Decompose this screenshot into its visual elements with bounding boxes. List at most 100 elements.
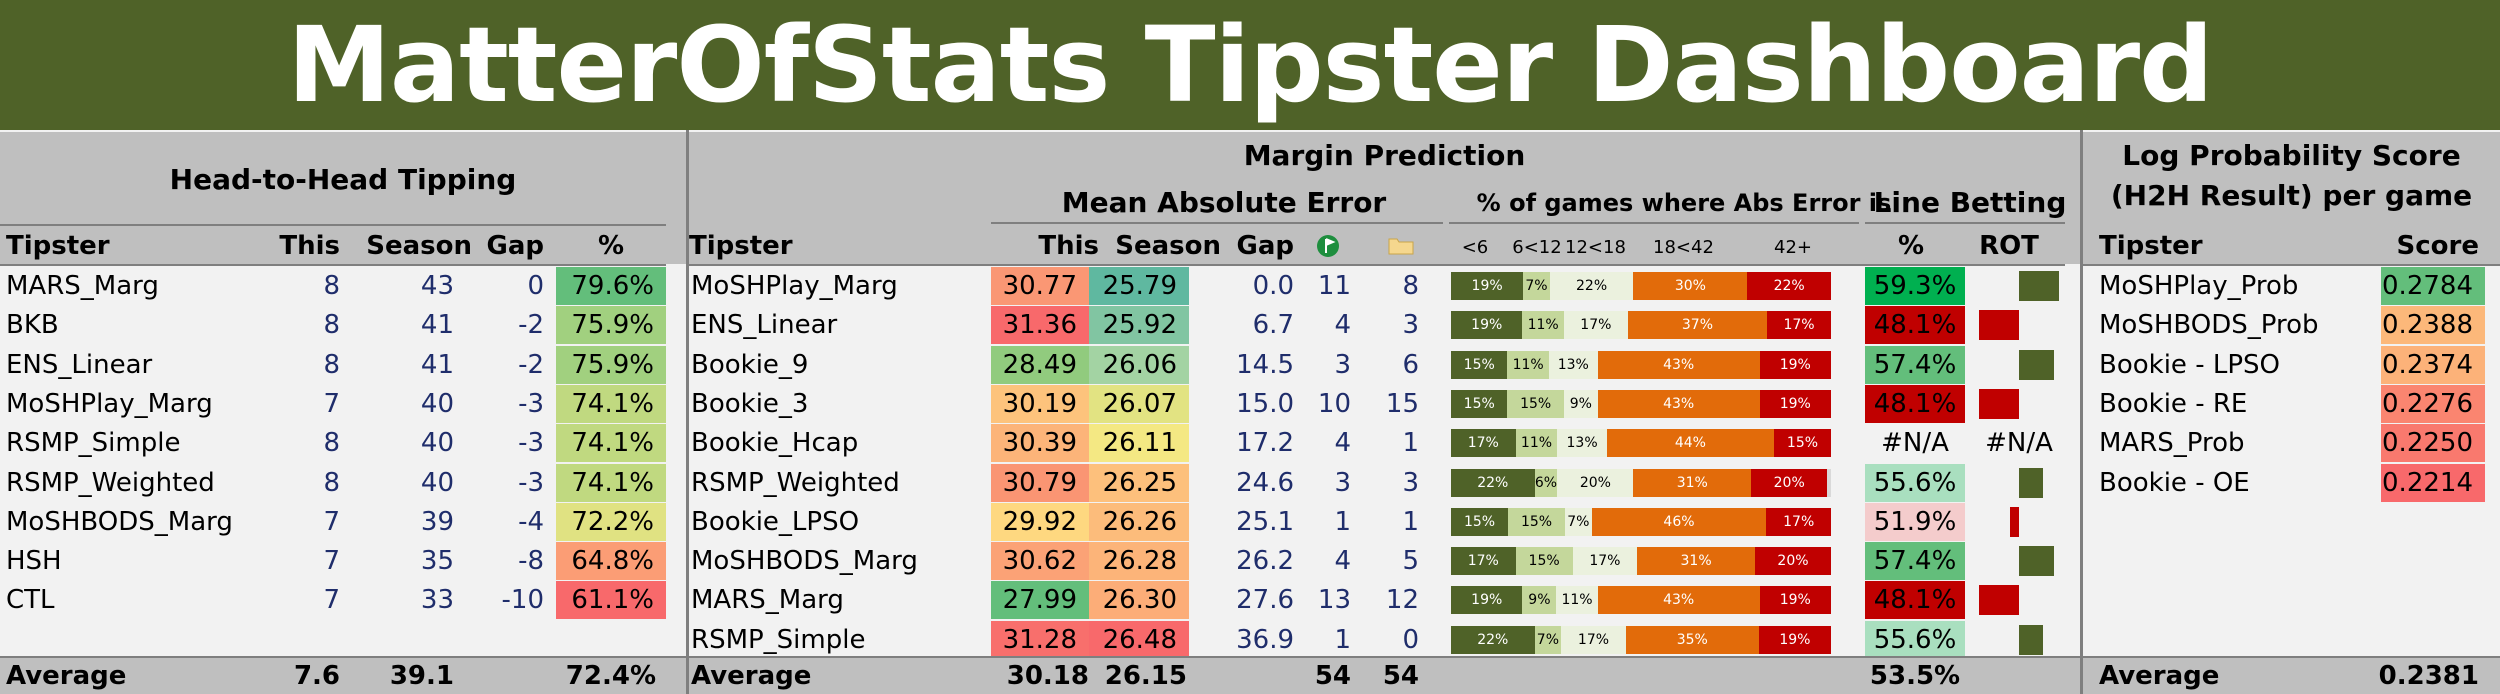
rule xyxy=(0,224,666,226)
margin-ic1: 10 xyxy=(1301,386,1351,422)
h2h-section-title: Head-to-Head Tipping xyxy=(0,162,686,198)
lps-score: 0.2784 xyxy=(2381,267,2485,305)
lps-avg-label: Average xyxy=(2099,658,2299,694)
margin-ic2: 12 xyxy=(1369,582,1419,618)
error-dist-bar: 17% 11% 13% 44% 15% xyxy=(1451,429,1831,457)
dist-segment: 17% xyxy=(1561,626,1626,654)
error-dist-bar: 22% 7% 17% 35% 19% xyxy=(1451,626,1831,654)
dist-segment: 11% xyxy=(1522,311,1563,339)
lps-tipster: Bookie - OE xyxy=(2099,465,2339,501)
dist-segment: 43% xyxy=(1598,390,1760,418)
h2h-gap: -3 xyxy=(466,465,544,501)
dist-segment: 31% xyxy=(1637,547,1755,575)
lps-tipster: MARS_Prob xyxy=(2099,425,2339,461)
margin-this: 28.49 xyxy=(991,346,1089,384)
h2h-gap: -10 xyxy=(466,582,544,618)
margin-this: 30.19 xyxy=(991,385,1089,423)
margin-tipster: RSMP_Simple xyxy=(691,622,981,658)
h2h-this: 7 xyxy=(260,504,340,540)
rot-bar xyxy=(2019,271,2059,301)
margin-gap: 27.6 xyxy=(1209,582,1294,618)
h2h-gap: -2 xyxy=(466,347,544,383)
margin-tipster: RSMP_Weighted xyxy=(691,465,981,501)
margin-gap: 24.6 xyxy=(1209,465,1294,501)
mae-subtitle: Mean Absolute Error xyxy=(991,185,1457,221)
h2h-avg-this: 7.6 xyxy=(260,658,340,694)
dist-segment: 22% xyxy=(1747,272,1831,300)
margin-this: 30.39 xyxy=(991,424,1089,462)
margin-this: 31.36 xyxy=(991,306,1089,344)
margin-gap: 0.0 xyxy=(1209,268,1294,304)
h2h-this: 7 xyxy=(260,543,340,579)
margin-season: 26.26 xyxy=(1089,503,1189,541)
margin-season: 25.79 xyxy=(1089,267,1189,305)
line-pct: #N/A xyxy=(1865,425,1965,461)
error-dist-bar: 17% 15% 17% 31% 20% xyxy=(1451,547,1831,575)
margin-this: 31.28 xyxy=(991,621,1089,659)
dist-segment: 17% xyxy=(1451,429,1516,457)
dist-segment: 19% xyxy=(1451,272,1523,300)
dist-segment: 9% xyxy=(1564,390,1598,418)
margin-tipster: Bookie_9 xyxy=(691,347,981,383)
margin-gap: 17.2 xyxy=(1209,425,1294,461)
h2h-tipster: HSH xyxy=(6,543,256,579)
dist-segment: 13% xyxy=(1557,429,1606,457)
line-pct: 59.3% xyxy=(1865,267,1965,305)
error-dist-bar: 19% 7% 22% 30% 22% xyxy=(1451,272,1831,300)
margin-tipster: MoSHBODS_Marg xyxy=(691,543,981,579)
margin-tipster: Bookie_LPSO xyxy=(691,504,981,540)
margin-this: 30.79 xyxy=(991,464,1089,502)
dist-segment: 15% xyxy=(1451,390,1507,418)
lps-score: 0.2214 xyxy=(2381,464,2485,502)
margin-ic2: 6 xyxy=(1369,347,1419,383)
dist-segment: 19% xyxy=(1451,311,1522,339)
h2h-avg-season: 39.1 xyxy=(344,658,454,694)
h2h-gap: -3 xyxy=(466,386,544,422)
margin-this: 29.92 xyxy=(991,503,1089,541)
h2h-tipster: CTL xyxy=(6,582,256,618)
lps-panel: Log Probability Score (H2H Result) per g… xyxy=(2083,132,2500,694)
dist-segment: 17% xyxy=(1766,508,1831,536)
rot-bar xyxy=(2019,546,2054,576)
h2h-tipster: BKB xyxy=(6,307,256,343)
h2h-season: 35 xyxy=(344,543,454,579)
lps-section-title-1: Log Probability Score xyxy=(2083,138,2500,174)
margin-col-header: % xyxy=(1861,228,1961,264)
error-dist-bar: 15% 11% 13% 43% 19% xyxy=(1451,351,1831,379)
dist-segment: 15% xyxy=(1508,508,1565,536)
margin-panel: Margin Prediction Mean Absolute Error % … xyxy=(689,132,2080,694)
lps-tipster: Bookie - RE xyxy=(2099,386,2339,422)
h2h-col-header: This xyxy=(260,228,340,264)
bucket-label: 6<12 xyxy=(1507,230,1567,266)
line-pct: 48.1% xyxy=(1865,385,1965,423)
lps-score: 0.2250 xyxy=(2381,424,2485,462)
h2h-gap: 0 xyxy=(466,268,544,304)
dist-segment: 7% xyxy=(1565,508,1592,536)
rule xyxy=(2083,264,2500,266)
error-dist-bar: 15% 15% 9% 43% 19% xyxy=(1451,390,1831,418)
margin-ic2: 1 xyxy=(1369,425,1419,461)
rot-bar xyxy=(2019,625,2043,655)
dist-segment: 46% xyxy=(1592,508,1767,536)
lps-avg-score: 0.2381 xyxy=(2333,658,2479,694)
dist-segment: 22% xyxy=(1550,272,1634,300)
h2h-season: 40 xyxy=(344,386,454,422)
h2h-col-header: % xyxy=(556,228,666,264)
margin-ic1: 4 xyxy=(1301,307,1351,343)
dist-segment: 22% xyxy=(1451,469,1535,497)
margin-col-header: ROT xyxy=(1959,228,2059,264)
margin-ic1: 13 xyxy=(1301,582,1351,618)
h2h-this: 8 xyxy=(260,347,340,383)
h2h-pct: 75.9% xyxy=(556,306,666,344)
error-dist-bar: 19% 11% 17% 37% 17% xyxy=(1451,311,1831,339)
lps-tipster: Bookie - LPSO xyxy=(2099,347,2339,383)
h2h-pct: 75.9% xyxy=(556,346,666,384)
line-pct: 55.6% xyxy=(1865,621,1965,659)
h2h-tipster: MARS_Marg xyxy=(6,268,256,304)
h2h-tipster: RSMP_Simple xyxy=(6,425,256,461)
error-dist-bar: 15% 15% 7% 46% 17% xyxy=(1451,508,1831,536)
h2h-season: 40 xyxy=(344,465,454,501)
margin-col-header: This xyxy=(989,228,1099,264)
lps-score: 0.2388 xyxy=(2381,306,2485,344)
margin-tipster: Bookie_3 xyxy=(691,386,981,422)
